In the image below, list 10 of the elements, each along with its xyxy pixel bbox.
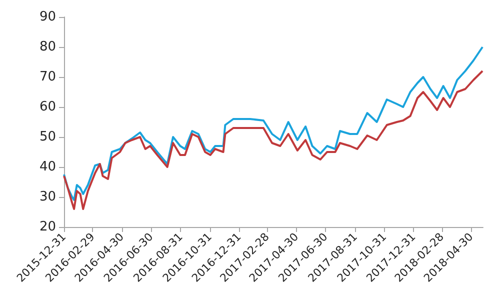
y-tick-label: 20 <box>39 220 56 234</box>
y-tick-label: 60 <box>39 100 56 114</box>
y-tick-label: 80 <box>39 40 56 54</box>
y-tick-label: 70 <box>39 70 56 84</box>
y-tick-label: 30 <box>39 190 56 204</box>
y-tick-label: 50 <box>39 130 56 144</box>
y-tick-label: 40 <box>39 160 56 174</box>
y-tick-label: 90 <box>39 10 56 24</box>
line-series <box>63 70 484 210</box>
line-series <box>63 46 484 201</box>
